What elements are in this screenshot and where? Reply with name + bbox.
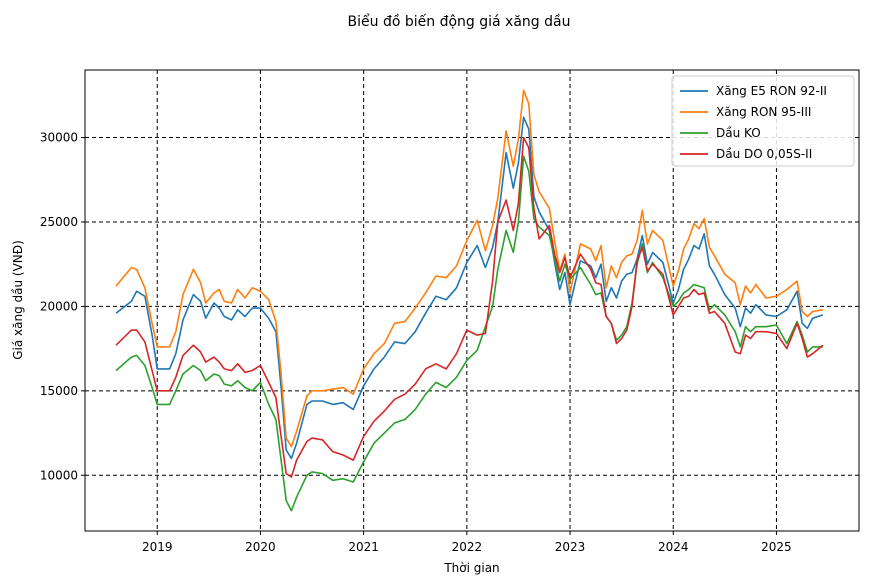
series-lines	[115, 89, 824, 512]
x-tick-label: 2020	[245, 540, 276, 554]
grid	[85, 70, 859, 531]
x-tick-label: 2022	[452, 540, 483, 554]
legend-label: Xăng E5 RON 92-II	[716, 84, 827, 98]
series-line-2	[115, 155, 823, 512]
x-tick-label: 2025	[761, 540, 792, 554]
x-tick-label: 2024	[658, 540, 689, 554]
legend-label: Dầu DO 0,05S-II	[716, 147, 812, 161]
legend: Xăng E5 RON 92-II Xăng RON 95-III Dầu KO Dầ…	[671, 75, 855, 167]
legend-label: Xăng RON 95-III	[716, 105, 811, 119]
series-line-3	[115, 136, 824, 478]
legend-label: Dầu KO	[716, 126, 761, 140]
chart-title: Biểu đồ biến động giá xăng dầu	[348, 13, 571, 30]
y-tick-label: 25000	[40, 215, 78, 229]
x-axis-title: Thời gian	[443, 561, 499, 575]
y-tick-label: 30000	[40, 131, 78, 145]
y-tick-label: 15000	[40, 384, 78, 398]
plot-frame	[84, 69, 860, 532]
x-tick-label: 2023	[555, 540, 586, 554]
x-tick-label: 2021	[348, 540, 379, 554]
x-tick-label: 2019	[142, 540, 173, 554]
y-tick-label: 20000	[40, 299, 78, 313]
y-tick-label: 10000	[40, 468, 78, 482]
series-line-1	[115, 89, 824, 448]
legend-box	[671, 75, 855, 167]
y-axis-title: Giá xăng dầu (VNĐ)	[11, 240, 25, 360]
series-line-0	[115, 116, 824, 460]
axis-ticks: 2019 2020 2021 2022 2023 2024 2025 10000 15000 20…	[40, 131, 792, 554]
